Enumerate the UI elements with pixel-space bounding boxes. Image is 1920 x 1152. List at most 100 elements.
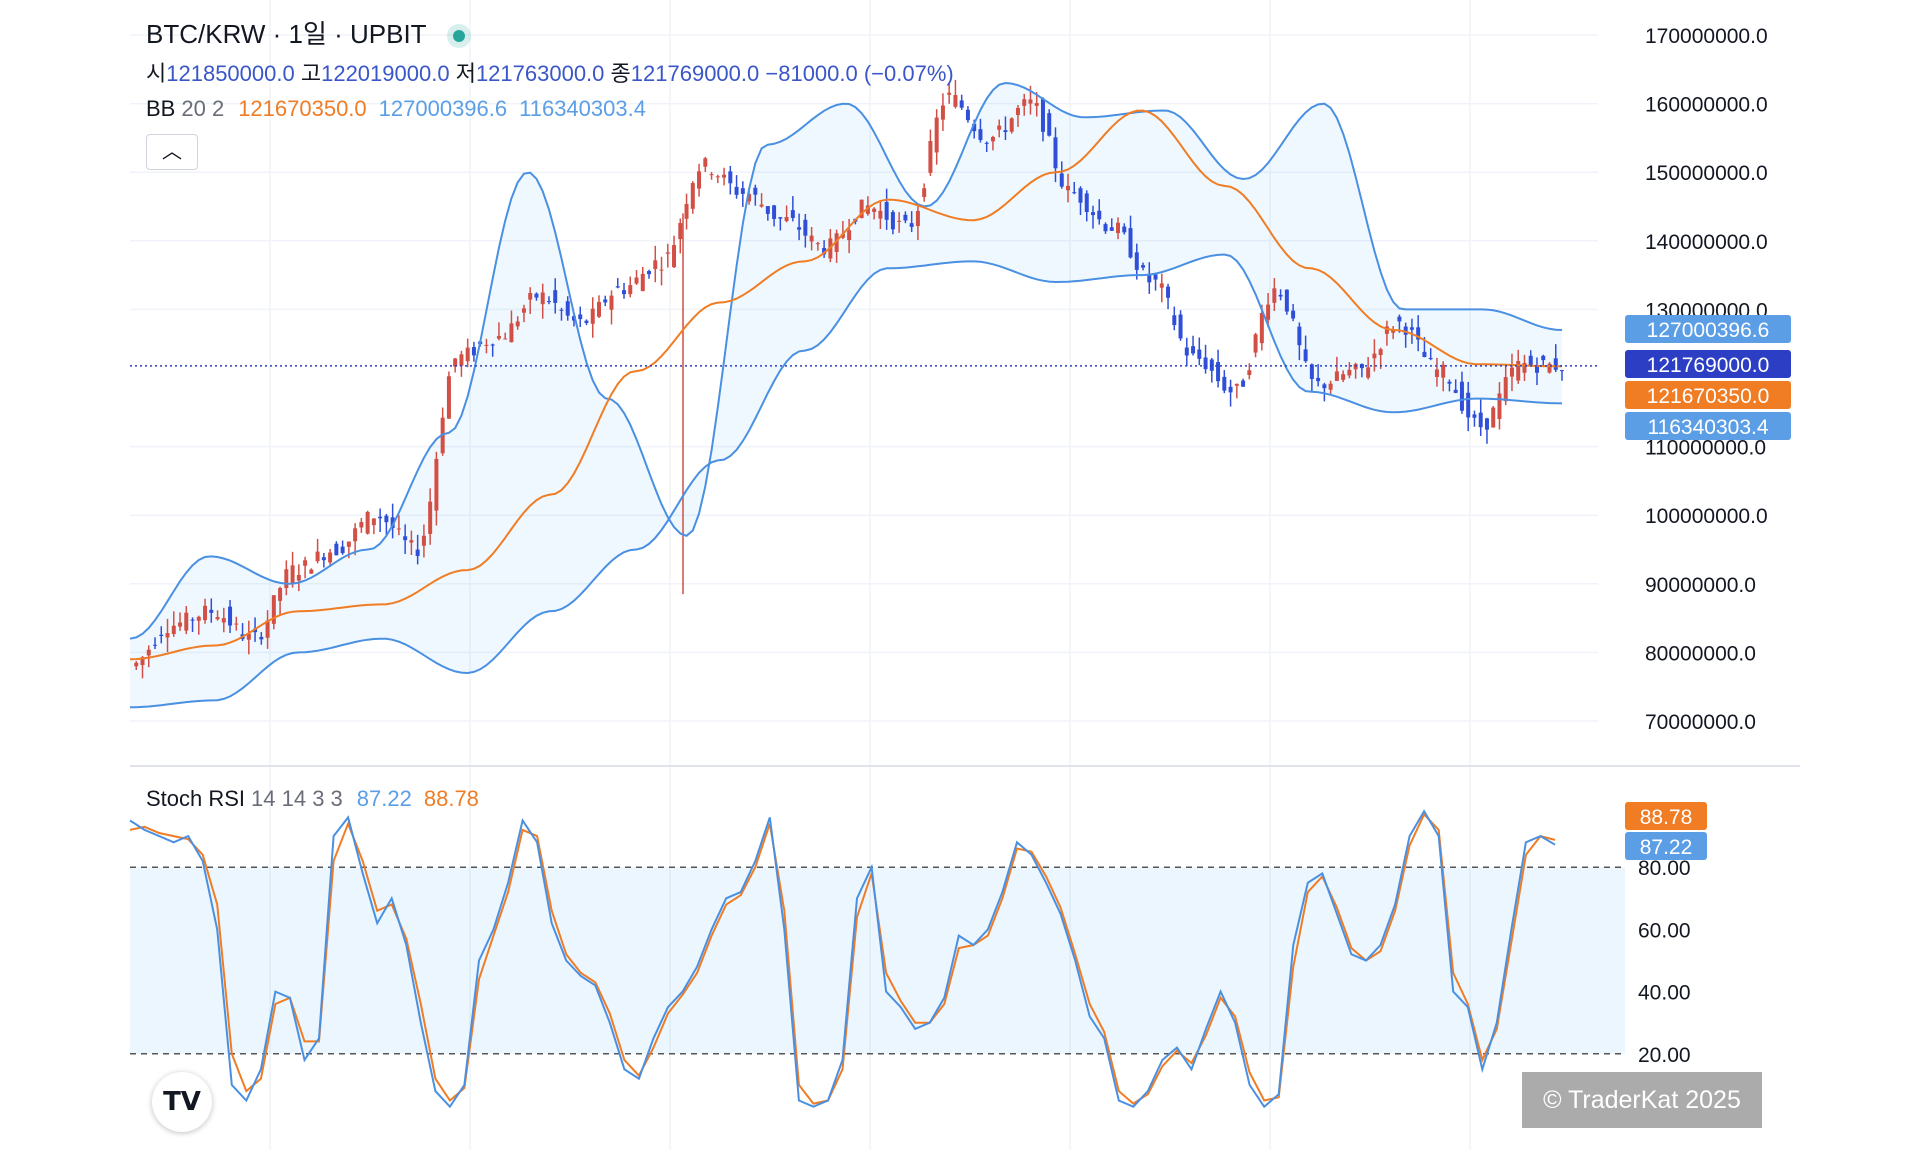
candle-body — [590, 308, 595, 324]
candle-body — [1347, 369, 1352, 376]
candle-body — [1122, 226, 1127, 233]
low-label: 저 — [455, 61, 476, 86]
candle-body — [765, 206, 770, 214]
candle-body — [378, 516, 383, 519]
candle-body — [271, 595, 276, 624]
candle-body — [822, 247, 827, 255]
candle-body — [1078, 188, 1083, 203]
bb-lower-badge — [1625, 412, 1791, 440]
candle-body — [1259, 312, 1264, 344]
chevron-up-icon: ︿ — [162, 141, 182, 163]
candle-body — [1553, 358, 1558, 370]
candle-body — [1334, 371, 1339, 381]
candle-body — [1441, 364, 1446, 378]
last-price-badge-text: 121769000.0 — [1647, 354, 1770, 377]
candle-body — [553, 290, 558, 303]
stoch-rsi-legend[interactable]: Stoch RSI 14 14 3 3 87.22 88.78 — [146, 786, 479, 812]
candle-body — [390, 517, 395, 529]
candle-body — [459, 354, 464, 366]
candle-body — [1159, 283, 1164, 288]
candle-body — [647, 271, 652, 275]
candle-body — [709, 174, 714, 176]
stoch-d-line — [129, 812, 1556, 1105]
candle-body — [1478, 412, 1483, 428]
change-value: −81000.0 (−0.07%) — [765, 61, 954, 86]
candle-body — [1247, 370, 1252, 375]
candle-body — [1015, 107, 1020, 116]
candle-body — [396, 528, 401, 530]
candle-body — [496, 335, 501, 339]
candle-body — [303, 560, 308, 566]
candle-body — [315, 551, 320, 562]
candle-body — [290, 565, 295, 584]
symbol-title-row: BTC/KRW · 1일 · UPBIT — [146, 14, 465, 51]
candle-body — [196, 616, 201, 621]
market-status-icon — [452, 30, 465, 43]
candle-body — [609, 295, 614, 310]
tradingview-logo[interactable]: TV — [152, 1072, 212, 1132]
candle-body — [415, 549, 420, 557]
candle-body — [1128, 228, 1133, 258]
candle-body — [1353, 363, 1358, 370]
candle-body — [903, 214, 908, 221]
candle-body — [203, 605, 208, 621]
price-tick-label: 140000000.0 — [1645, 231, 1768, 254]
candle-body — [653, 260, 658, 270]
price-tick-label: 90000000.0 — [1645, 574, 1756, 597]
candle-body — [1528, 355, 1533, 366]
candle-body — [1222, 376, 1227, 391]
bb-legend[interactable]: BB 20 2 121670350.0 127000396.6 116340303.4 — [146, 96, 646, 122]
candle-body — [1366, 367, 1371, 378]
candle-body — [1378, 349, 1383, 356]
candle-body — [334, 543, 339, 556]
candle-body — [797, 227, 802, 230]
candle-body — [672, 245, 677, 268]
candle-body — [872, 208, 877, 212]
candle-body — [221, 618, 226, 623]
candle-body — [1065, 185, 1070, 191]
candle-body — [859, 199, 864, 219]
candle-body — [897, 220, 902, 222]
bb-upper-value: 127000396.6 — [378, 96, 508, 121]
candle-body — [1141, 265, 1146, 268]
candle-body — [659, 269, 664, 271]
candle-body — [928, 141, 933, 173]
candle-body — [1516, 361, 1521, 381]
candle-body — [1284, 289, 1289, 312]
candle-body — [503, 338, 508, 340]
candle-body — [790, 210, 795, 218]
candle-body — [428, 501, 433, 534]
candle-body — [1053, 137, 1058, 169]
candle-body — [215, 617, 220, 620]
candle-body — [1409, 327, 1414, 330]
candle-body — [384, 515, 389, 523]
candle-body — [1228, 386, 1233, 393]
symbol-title[interactable]: BTC/KRW · 1일 · UPBIT — [146, 19, 427, 49]
candle-body — [1091, 212, 1096, 216]
stoch-k-value: 87.22 — [356, 786, 412, 811]
candle-body — [840, 233, 845, 238]
bb-upper-badge — [1625, 315, 1791, 343]
candle-body — [165, 633, 170, 638]
candle-body — [759, 204, 764, 207]
candle-body — [947, 92, 952, 95]
candle-body — [728, 171, 733, 184]
candle-body — [365, 511, 370, 534]
candle-body — [1003, 130, 1008, 133]
price-axis[interactable]: 170000000.0 160000000.0 150000000.0 1400000… — [1645, 25, 1768, 734]
candle-body — [1103, 224, 1108, 232]
candle-body — [772, 205, 777, 219]
collapse-legend-button[interactable]: ︿ — [146, 134, 198, 170]
bb-middle-value: 121670350.0 — [238, 96, 367, 121]
candle-body — [1178, 314, 1183, 339]
candle-body — [734, 186, 739, 195]
candle-body — [1560, 370, 1564, 372]
high-label: 고 — [300, 61, 322, 86]
candle-body — [1153, 274, 1158, 280]
candle-body — [953, 95, 958, 107]
candle-body — [1534, 366, 1539, 373]
rsi-axis[interactable]: 80.00 60.00 40.00 20.00 — [1638, 857, 1691, 1067]
candle-body — [528, 292, 533, 300]
last-price-badge — [1625, 350, 1791, 378]
bb-middle-line — [129, 109, 1562, 661]
